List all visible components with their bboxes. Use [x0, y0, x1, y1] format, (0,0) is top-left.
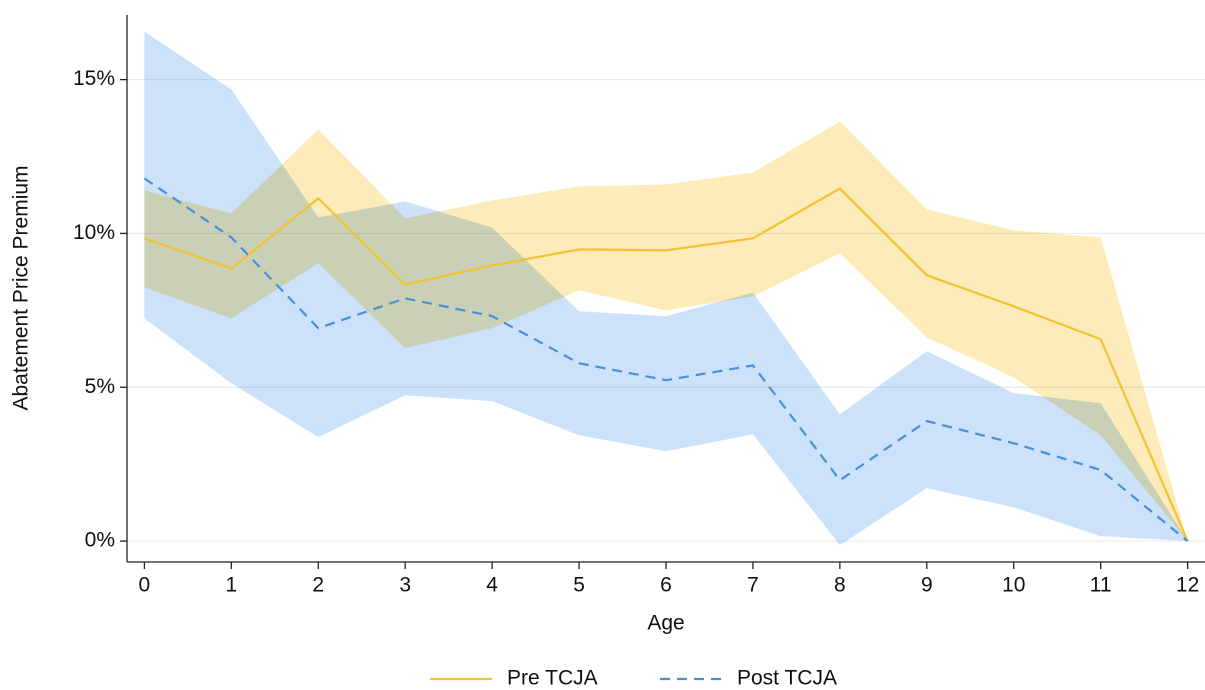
x-tick-label: 3	[399, 574, 411, 597]
series-line	[144, 187, 1189, 542]
x-tick-label: 9	[921, 574, 933, 597]
confidence-band	[144, 31, 1188, 546]
x-tick-label: 4	[486, 574, 498, 597]
series-line	[143, 177, 1189, 542]
x-axis-label: Age	[647, 612, 684, 635]
y-axis-label: Abatement Price Premium	[10, 165, 33, 410]
x-tick-label: 2	[312, 574, 324, 597]
y-tick-label: 15%	[73, 67, 115, 90]
x-tick-label: 1	[225, 574, 237, 597]
x-tick-label: 5	[573, 574, 585, 597]
x-tick-label: 0	[139, 574, 151, 597]
legend-label: Pre TCJA	[507, 667, 598, 690]
x-tick-label: 11	[1090, 574, 1112, 597]
x-tick-label: 6	[660, 574, 672, 597]
x-tick-label: 10	[1002, 574, 1025, 597]
y-tick-label: 0%	[85, 529, 115, 552]
x-tick-label: 12	[1176, 574, 1199, 597]
x-tick-label: 8	[834, 574, 846, 597]
y-tick-label: 5%	[85, 375, 115, 398]
legend-label: Post TCJA	[737, 667, 837, 690]
y-tick-label: 10%	[73, 221, 115, 244]
x-tick-label: 7	[747, 574, 759, 597]
